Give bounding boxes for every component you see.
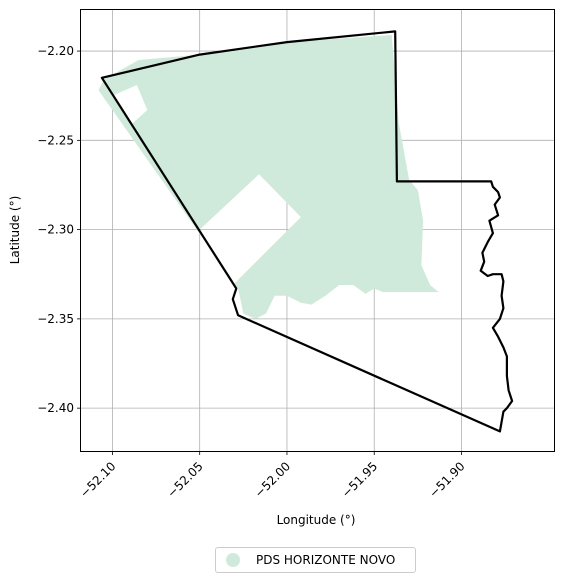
x-tick-label: −51.90 [426,459,467,500]
municipality-boundary [100,30,514,433]
y-tick-label: −2.25 [37,133,74,147]
y-axis-label: Latitude (°) [8,196,22,265]
x-tick-label: −51.95 [339,459,380,500]
legend-label: PDS HORIZONTE NOVO [256,553,396,567]
legend: PDS HORIZONTE NOVO [215,547,416,573]
pds-area-polygon [98,35,439,319]
x-axis-label: Longitude (°) [277,513,356,527]
y-tick-label: −2.40 [37,401,74,415]
y-tick-label: −2.30 [37,223,74,237]
x-tick-label: −52.10 [77,459,118,500]
y-tick-label: −2.35 [37,312,74,326]
legend-swatch-icon [226,553,240,567]
x-tick-label: −52.05 [165,459,206,500]
boundary-outline [100,30,514,433]
y-tick-label: −2.20 [37,44,74,58]
plot-frame [80,9,555,452]
x-tick-label: −52.00 [252,459,293,500]
pds-horizonte-novo-area [98,35,439,319]
